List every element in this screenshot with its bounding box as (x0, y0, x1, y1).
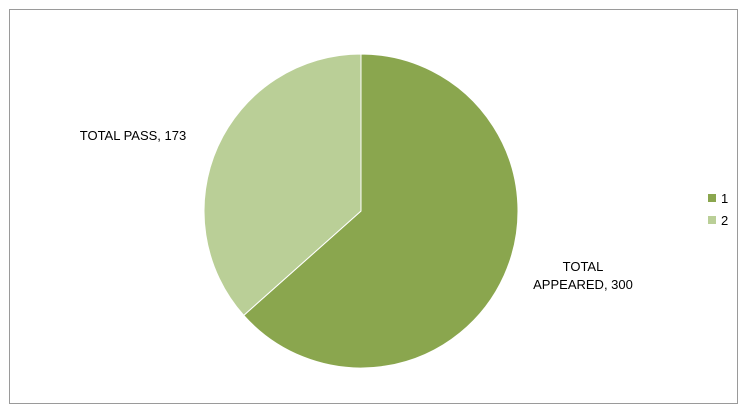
pie-data-label-2: TOTAL PASS, 173 (80, 128, 186, 143)
legend-label-1: 1 (721, 190, 729, 206)
pie-slice-2 (203, 53, 362, 317)
pie-data-labels: TOTAL APPEARED, 300 TOTAL PASS, 173 (80, 128, 633, 292)
pie-slice-1 (243, 53, 519, 369)
legend-item-1: 1 (708, 187, 742, 209)
pie-data-label-1-line-2: APPEARED, 300 (533, 277, 633, 292)
legend-item-2: 2 (708, 209, 742, 231)
pie-slices (203, 53, 519, 369)
pie-data-label-1: TOTAL APPEARED, 300 (533, 259, 633, 292)
legend-swatch-1 (708, 194, 716, 202)
legend-swatch-2 (708, 216, 716, 224)
legend: 1 2 (708, 187, 742, 231)
pie-data-label-1-line-1: TOTAL (563, 259, 604, 274)
pie-data-label-2-line-1: TOTAL PASS, 173 (80, 128, 186, 143)
legend-label-2: 2 (721, 212, 729, 228)
